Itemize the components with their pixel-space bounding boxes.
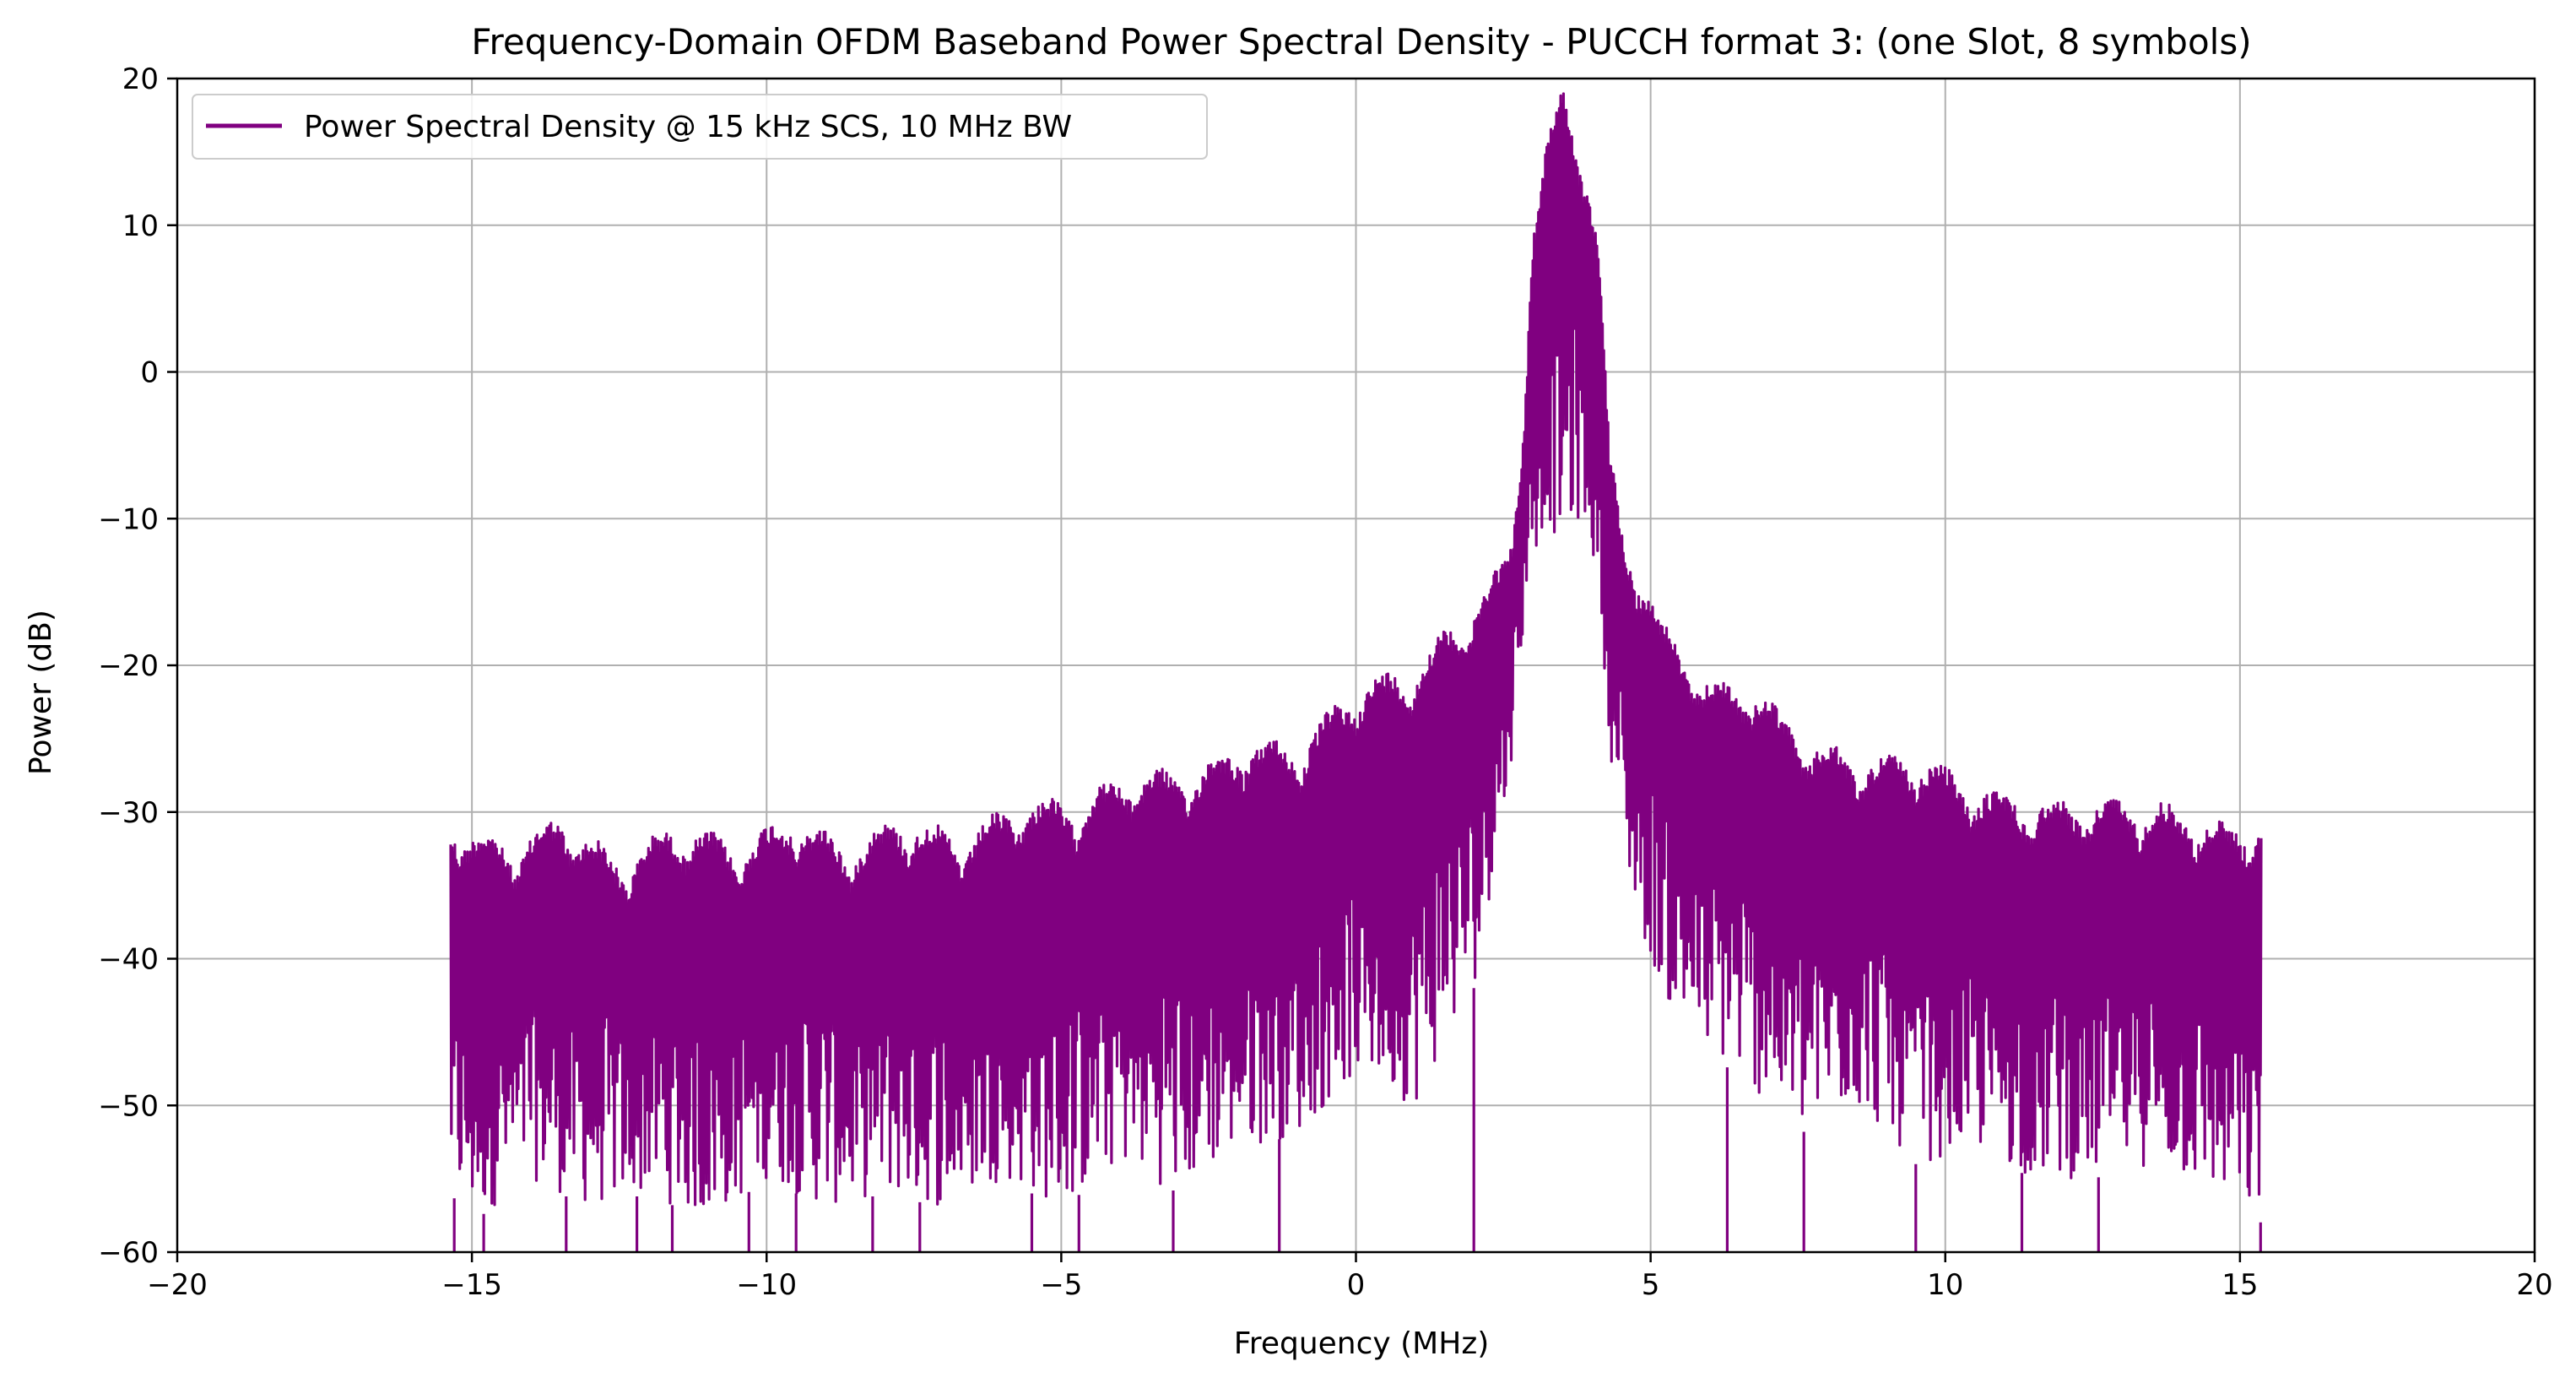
chart-title: Frequency-Domain OFDM Baseband Power Spe…	[471, 21, 2251, 62]
y-tick-label: 20	[122, 62, 159, 96]
x-tick-label: 15	[2222, 1268, 2258, 1302]
y-tick-label: −10	[98, 502, 159, 536]
y-tick-label: 0	[140, 356, 159, 390]
y-axis: −60 −50 −40 −30 −20 −10 0 10 20	[98, 62, 177, 1270]
y-tick-label: 10	[122, 209, 159, 243]
y-tick-label: −50	[98, 1089, 159, 1123]
psd-series-line	[449, 92, 2263, 1252]
y-tick-label: −30	[98, 796, 159, 830]
y-tick-label: −20	[98, 649, 159, 683]
plot-area	[449, 92, 2263, 1252]
x-tick-label: 20	[2516, 1268, 2552, 1302]
x-tick-label: −15	[441, 1268, 502, 1302]
x-axis: −20 −15 −10 −5 0 5 10 15 20	[147, 1252, 2553, 1302]
x-tick-label: −10	[736, 1268, 797, 1302]
x-tick-label: 0	[1347, 1268, 1366, 1302]
x-axis-label: Frequency (MHz)	[1234, 1326, 1490, 1361]
x-tick-label: 5	[1642, 1268, 1660, 1302]
y-axis-label: Power (dB)	[24, 610, 58, 775]
x-tick-label: 10	[1927, 1268, 1963, 1302]
x-tick-label: −5	[1040, 1268, 1082, 1302]
legend: Power Spectral Density @ 15 kHz SCS, 10 …	[192, 94, 1208, 160]
y-tick-label: −60	[98, 1236, 159, 1270]
legend-box	[192, 94, 1208, 160]
legend-label: Power Spectral Density @ 15 kHz SCS, 10 …	[304, 110, 1072, 144]
y-tick-label: −40	[98, 943, 159, 977]
x-tick-label: −20	[147, 1268, 208, 1302]
